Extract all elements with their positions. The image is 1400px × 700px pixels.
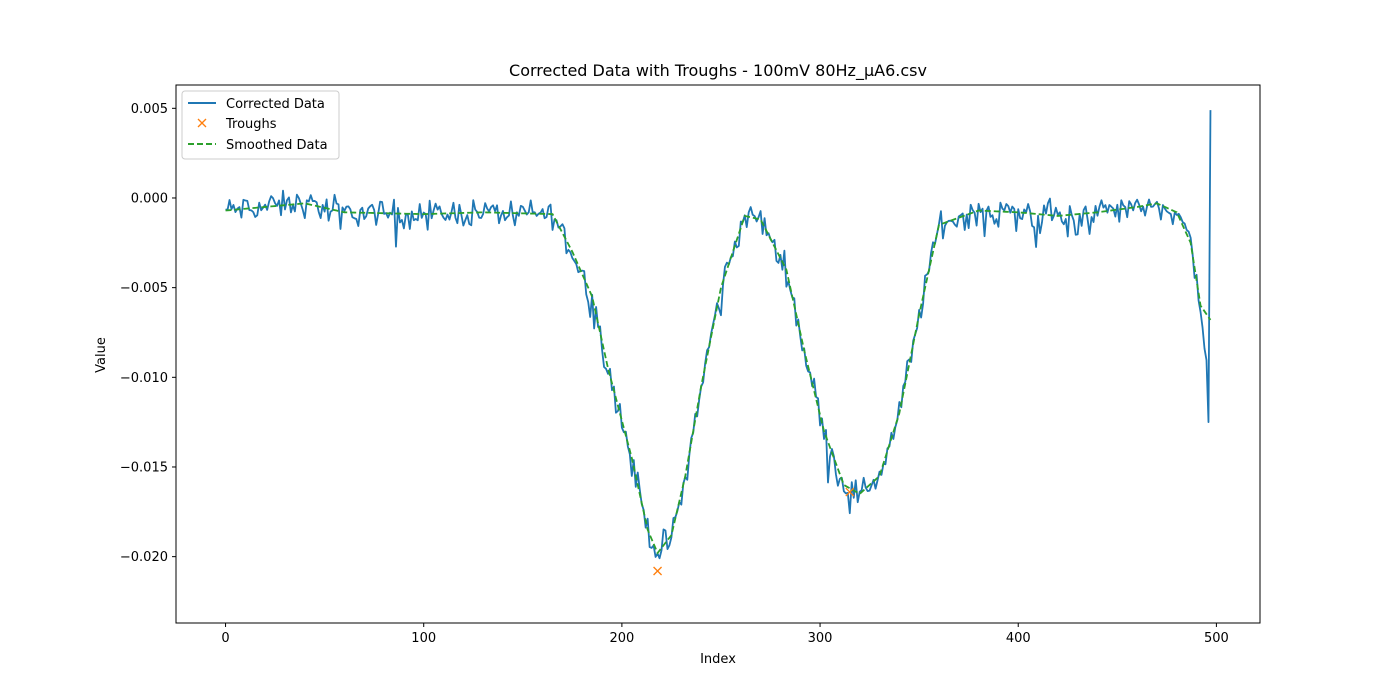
x-tick-label: 400 — [1006, 631, 1031, 646]
x-tick-label: 100 — [411, 631, 436, 646]
x-tick-label: 0 — [221, 631, 229, 646]
y-tick-label: 0.000 — [131, 191, 168, 206]
y-tick-label: −0.010 — [120, 371, 168, 386]
legend-label-troughs: Troughs — [225, 117, 277, 132]
legend-box — [181, 90, 340, 160]
y-tick-label: 0.005 — [131, 102, 168, 117]
y-axis-label: Value — [94, 337, 109, 373]
trough-marker — [653, 566, 663, 576]
legend: Corrected Data Troughs Smoothed Data — [181, 90, 340, 160]
x-axis-label: Index — [700, 652, 736, 667]
plot-frame — [175, 84, 1261, 624]
legend-label-smoothed: Smoothed Data — [226, 138, 328, 153]
trough-marker — [845, 487, 855, 497]
legend-label-corrected: Corrected Data — [226, 97, 325, 112]
y-tick-label: −0.005 — [120, 281, 168, 296]
x-tick-label: 300 — [808, 631, 833, 646]
series-smoothed-data — [225, 202, 1212, 555]
chart-title: Corrected Data with Troughs - 100mV 80Hz… — [509, 61, 927, 81]
y-tick-label: −0.020 — [120, 550, 168, 565]
legend-marker-troughs — [197, 118, 207, 128]
x-tick-label: 200 — [609, 631, 634, 646]
x-tick-label: 500 — [1204, 631, 1229, 646]
y-tick-label: −0.015 — [120, 460, 168, 475]
